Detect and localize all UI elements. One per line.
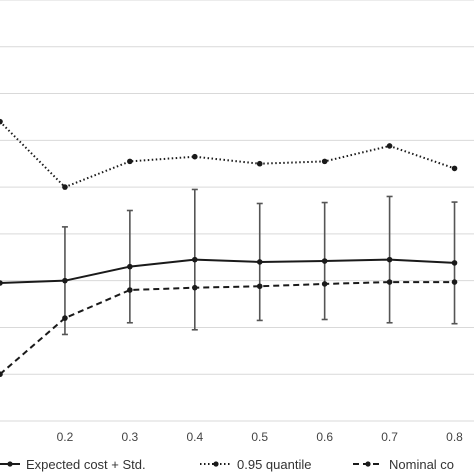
data-point-dotted — [321, 158, 328, 165]
x-tick-label: 0.7 — [381, 430, 398, 444]
series-lines — [0, 120, 455, 375]
data-point-dotted — [0, 118, 3, 125]
legend-marker-expected-cost — [7, 461, 13, 467]
data-points — [0, 118, 458, 378]
data-point-dashed — [127, 287, 133, 293]
data-point-solid — [0, 280, 3, 286]
data-point-dashed — [386, 279, 393, 285]
data-point-solid — [191, 256, 198, 263]
data-point-dotted — [62, 184, 68, 190]
data-point-dotted — [451, 165, 458, 172]
data-point-dotted — [256, 160, 263, 167]
data-point-solid — [321, 258, 328, 264]
data-point-dashed — [0, 371, 3, 378]
legend-item-expected-cost: Expected cost + Std. — [0, 457, 146, 472]
data-point-solid — [256, 259, 263, 265]
x-tick-label: 0.4 — [186, 430, 203, 444]
x-tick-label: 0.8 — [446, 430, 463, 444]
data-point-dotted — [127, 158, 133, 165]
data-point-solid — [386, 256, 393, 263]
x-tick-label: 0.3 — [122, 430, 139, 444]
legend-item-quantile: 0.95 quantile — [200, 457, 311, 472]
data-point-dotted — [386, 143, 393, 149]
x-tick-label: 0.6 — [316, 430, 333, 444]
gridlines — [0, 0, 474, 422]
series-line-solid — [0, 258, 455, 285]
data-point-solid — [451, 260, 458, 266]
data-point-dashed — [321, 281, 328, 287]
legend-label-quantile: 0.95 quantile — [237, 457, 311, 472]
legend-label-expected-cost: Expected cost + Std. — [26, 457, 146, 472]
data-point-dashed — [256, 283, 263, 290]
data-point-solid — [127, 263, 133, 270]
legend: Expected cost + Std. 0.95 quantile Nomin… — [0, 457, 454, 472]
legend-marker-nominal — [365, 461, 371, 467]
x-tick-label: 0.2 — [57, 430, 74, 444]
data-point-dashed — [451, 279, 458, 285]
data-point-dashed — [62, 315, 68, 321]
legend-item-nominal: Nominal co — [353, 457, 454, 472]
legend-marker-quantile — [213, 461, 219, 467]
x-axis-tick-labels: 0.2 0.3 0.4 0.5 0.6 0.7 0.8 — [57, 430, 464, 444]
legend-label-nominal: Nominal co — [389, 457, 454, 472]
data-point-dotted — [191, 153, 198, 160]
data-point-solid — [62, 277, 68, 284]
series-line-dashed — [0, 281, 455, 375]
series-line-dotted — [0, 120, 455, 189]
x-tick-label: 0.5 — [251, 430, 268, 444]
data-point-dashed — [191, 284, 198, 291]
